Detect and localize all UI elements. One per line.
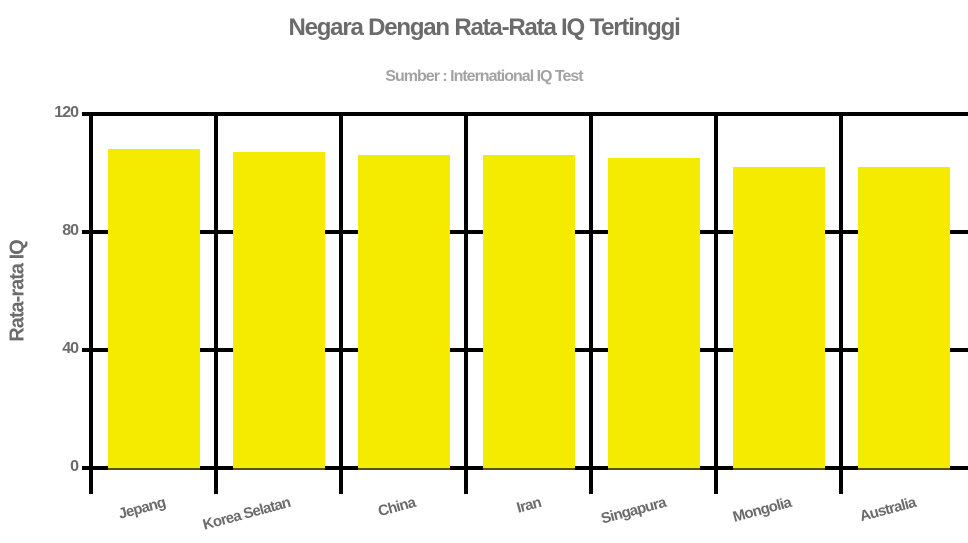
y-tick-label: 0 <box>70 458 79 475</box>
bar-jepang[interactable] <box>108 149 200 468</box>
x-tick-label: Korea Selatan <box>201 494 293 534</box>
y-tick-label: 40 <box>62 340 79 357</box>
x-tick-label: Singapura <box>599 494 668 528</box>
y-gridline <box>82 466 968 470</box>
x-gridline <box>714 114 718 494</box>
bar-australia[interactable] <box>858 167 950 468</box>
bar-mongolia[interactable] <box>733 167 825 468</box>
bar-singapura[interactable] <box>608 158 700 468</box>
chart-subtitle: Sumber : International IQ Test <box>385 68 583 85</box>
y-tick-label: 120 <box>54 104 79 121</box>
x-gridline <box>214 114 218 494</box>
x-tick-label: Jepang <box>116 494 168 523</box>
y-gridline <box>82 112 968 116</box>
x-tick-label: Mongolia <box>731 494 793 526</box>
x-gridline <box>464 114 468 494</box>
y-tick-label: 80 <box>62 222 79 239</box>
bar-iran[interactable] <box>483 155 575 468</box>
x-gridline <box>89 114 93 494</box>
bar-china[interactable] <box>358 155 450 468</box>
x-tick-label: Australia <box>857 494 918 526</box>
chart-title: Negara Dengan Rata-Rata IQ Tertinggi <box>288 14 680 41</box>
x-tick-label: Iran <box>514 494 543 517</box>
bar-korea-selatan[interactable] <box>233 152 325 468</box>
x-gridline <box>839 114 843 494</box>
x-tick-label: China <box>376 494 418 521</box>
x-gridline <box>339 114 343 494</box>
x-gridline <box>589 114 593 494</box>
